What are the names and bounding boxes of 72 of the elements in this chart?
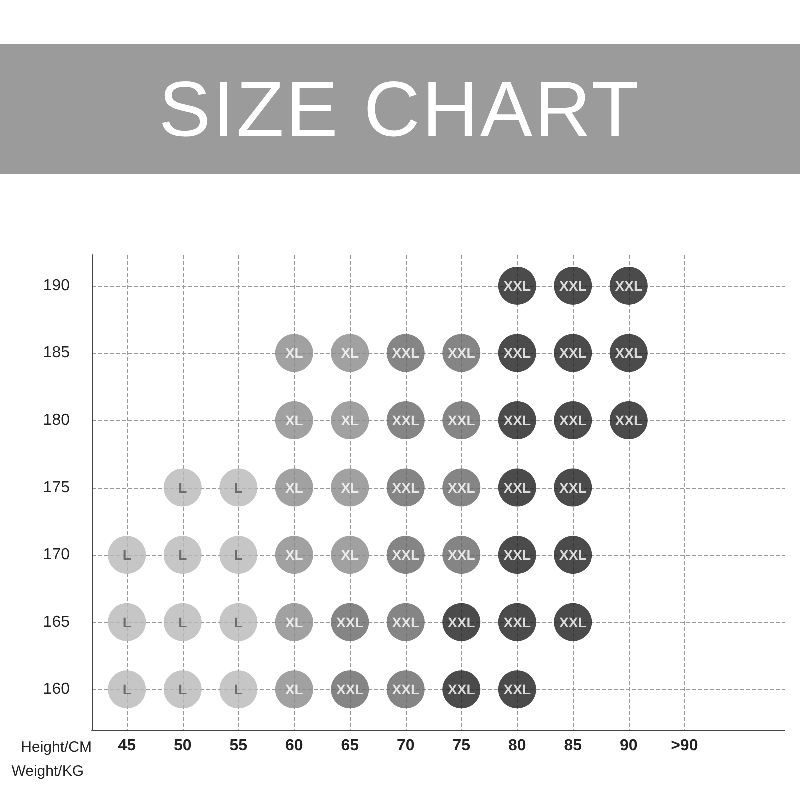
data-label: XXL: [560, 614, 588, 630]
data-label: XXL: [392, 480, 420, 496]
x-tick-label: 60: [285, 738, 304, 754]
data-label: XXL: [560, 412, 588, 429]
data-label: XXL: [448, 345, 476, 362]
data-label: XXL: [615, 345, 643, 362]
x-tick-label: >90: [671, 738, 698, 754]
y-tick-label: 180: [43, 412, 70, 430]
x-axis-title: Weight/KG: [12, 763, 84, 780]
data-label: XXL: [560, 278, 588, 294]
x-tick-label: 55: [230, 738, 248, 754]
data-label: XL: [341, 547, 360, 564]
data-label: XXL: [392, 547, 420, 564]
data-label: L: [178, 682, 188, 698]
data-label: L: [234, 614, 244, 630]
data-label: L: [178, 480, 188, 496]
data-label: XXL: [504, 480, 532, 496]
data-label: XXL: [336, 614, 364, 630]
data-label: XXL: [615, 278, 643, 294]
data-label: XXL: [336, 682, 364, 698]
x-tick-label: 80: [508, 738, 526, 754]
data-label: XXL: [392, 614, 420, 630]
data-label: L: [234, 547, 244, 564]
data-label: XXL: [448, 412, 476, 429]
data-label: L: [122, 682, 132, 698]
x-tick-label: 45: [118, 738, 136, 754]
data-label: XL: [285, 682, 304, 698]
data-label: XXL: [615, 412, 643, 429]
data-label: XXL: [392, 345, 420, 362]
data-label: XXL: [448, 480, 476, 496]
data-label: XXL: [504, 278, 532, 294]
data-label: XL: [341, 345, 360, 362]
y-tick-label: 175: [43, 479, 70, 496]
x-tick-label: 90: [620, 738, 638, 754]
x-tick-label: 65: [341, 738, 360, 754]
data-label: L: [122, 547, 132, 564]
data-label: XXL: [392, 682, 420, 698]
data-label: XL: [285, 480, 304, 496]
chart-title: SIZE CHART: [0, 44, 800, 174]
data-label: XL: [285, 614, 304, 630]
data-label: XXL: [560, 547, 588, 564]
x-tick-label: 75: [452, 738, 471, 754]
y-tick-label: 165: [43, 614, 70, 631]
y-tick-label: 160: [43, 681, 70, 698]
x-tick-label: 85: [564, 738, 582, 754]
data-label: XL: [285, 412, 304, 429]
data-label: L: [234, 682, 244, 698]
data-label: L: [122, 614, 132, 630]
data-label: L: [178, 547, 188, 564]
data-label: XXL: [504, 614, 532, 630]
data-label: XL: [341, 480, 360, 496]
data-label: XXL: [448, 614, 476, 630]
y-tick-label: 190: [43, 277, 70, 294]
data-label: XXL: [560, 345, 588, 362]
y-tick-label: 185: [43, 344, 70, 362]
data-label: XXL: [504, 547, 532, 564]
data-label: XXL: [448, 547, 476, 564]
data-label: XL: [285, 547, 304, 564]
y-axis-title: Height/CM: [21, 739, 92, 756]
x-tick-label: 70: [396, 738, 415, 754]
data-label: L: [178, 614, 188, 630]
data-label: XXL: [504, 412, 532, 429]
data-label: XXL: [448, 682, 476, 698]
data-label: XL: [341, 412, 360, 429]
y-tick-label: 170: [43, 546, 70, 564]
data-label: XXL: [504, 682, 532, 698]
data-label: XXL: [504, 345, 532, 362]
data-label: XXL: [560, 480, 588, 496]
x-tick-label: 50: [174, 738, 192, 754]
data-label: XL: [285, 345, 304, 362]
data-label: L: [234, 480, 244, 496]
data-label: XXL: [392, 412, 420, 429]
